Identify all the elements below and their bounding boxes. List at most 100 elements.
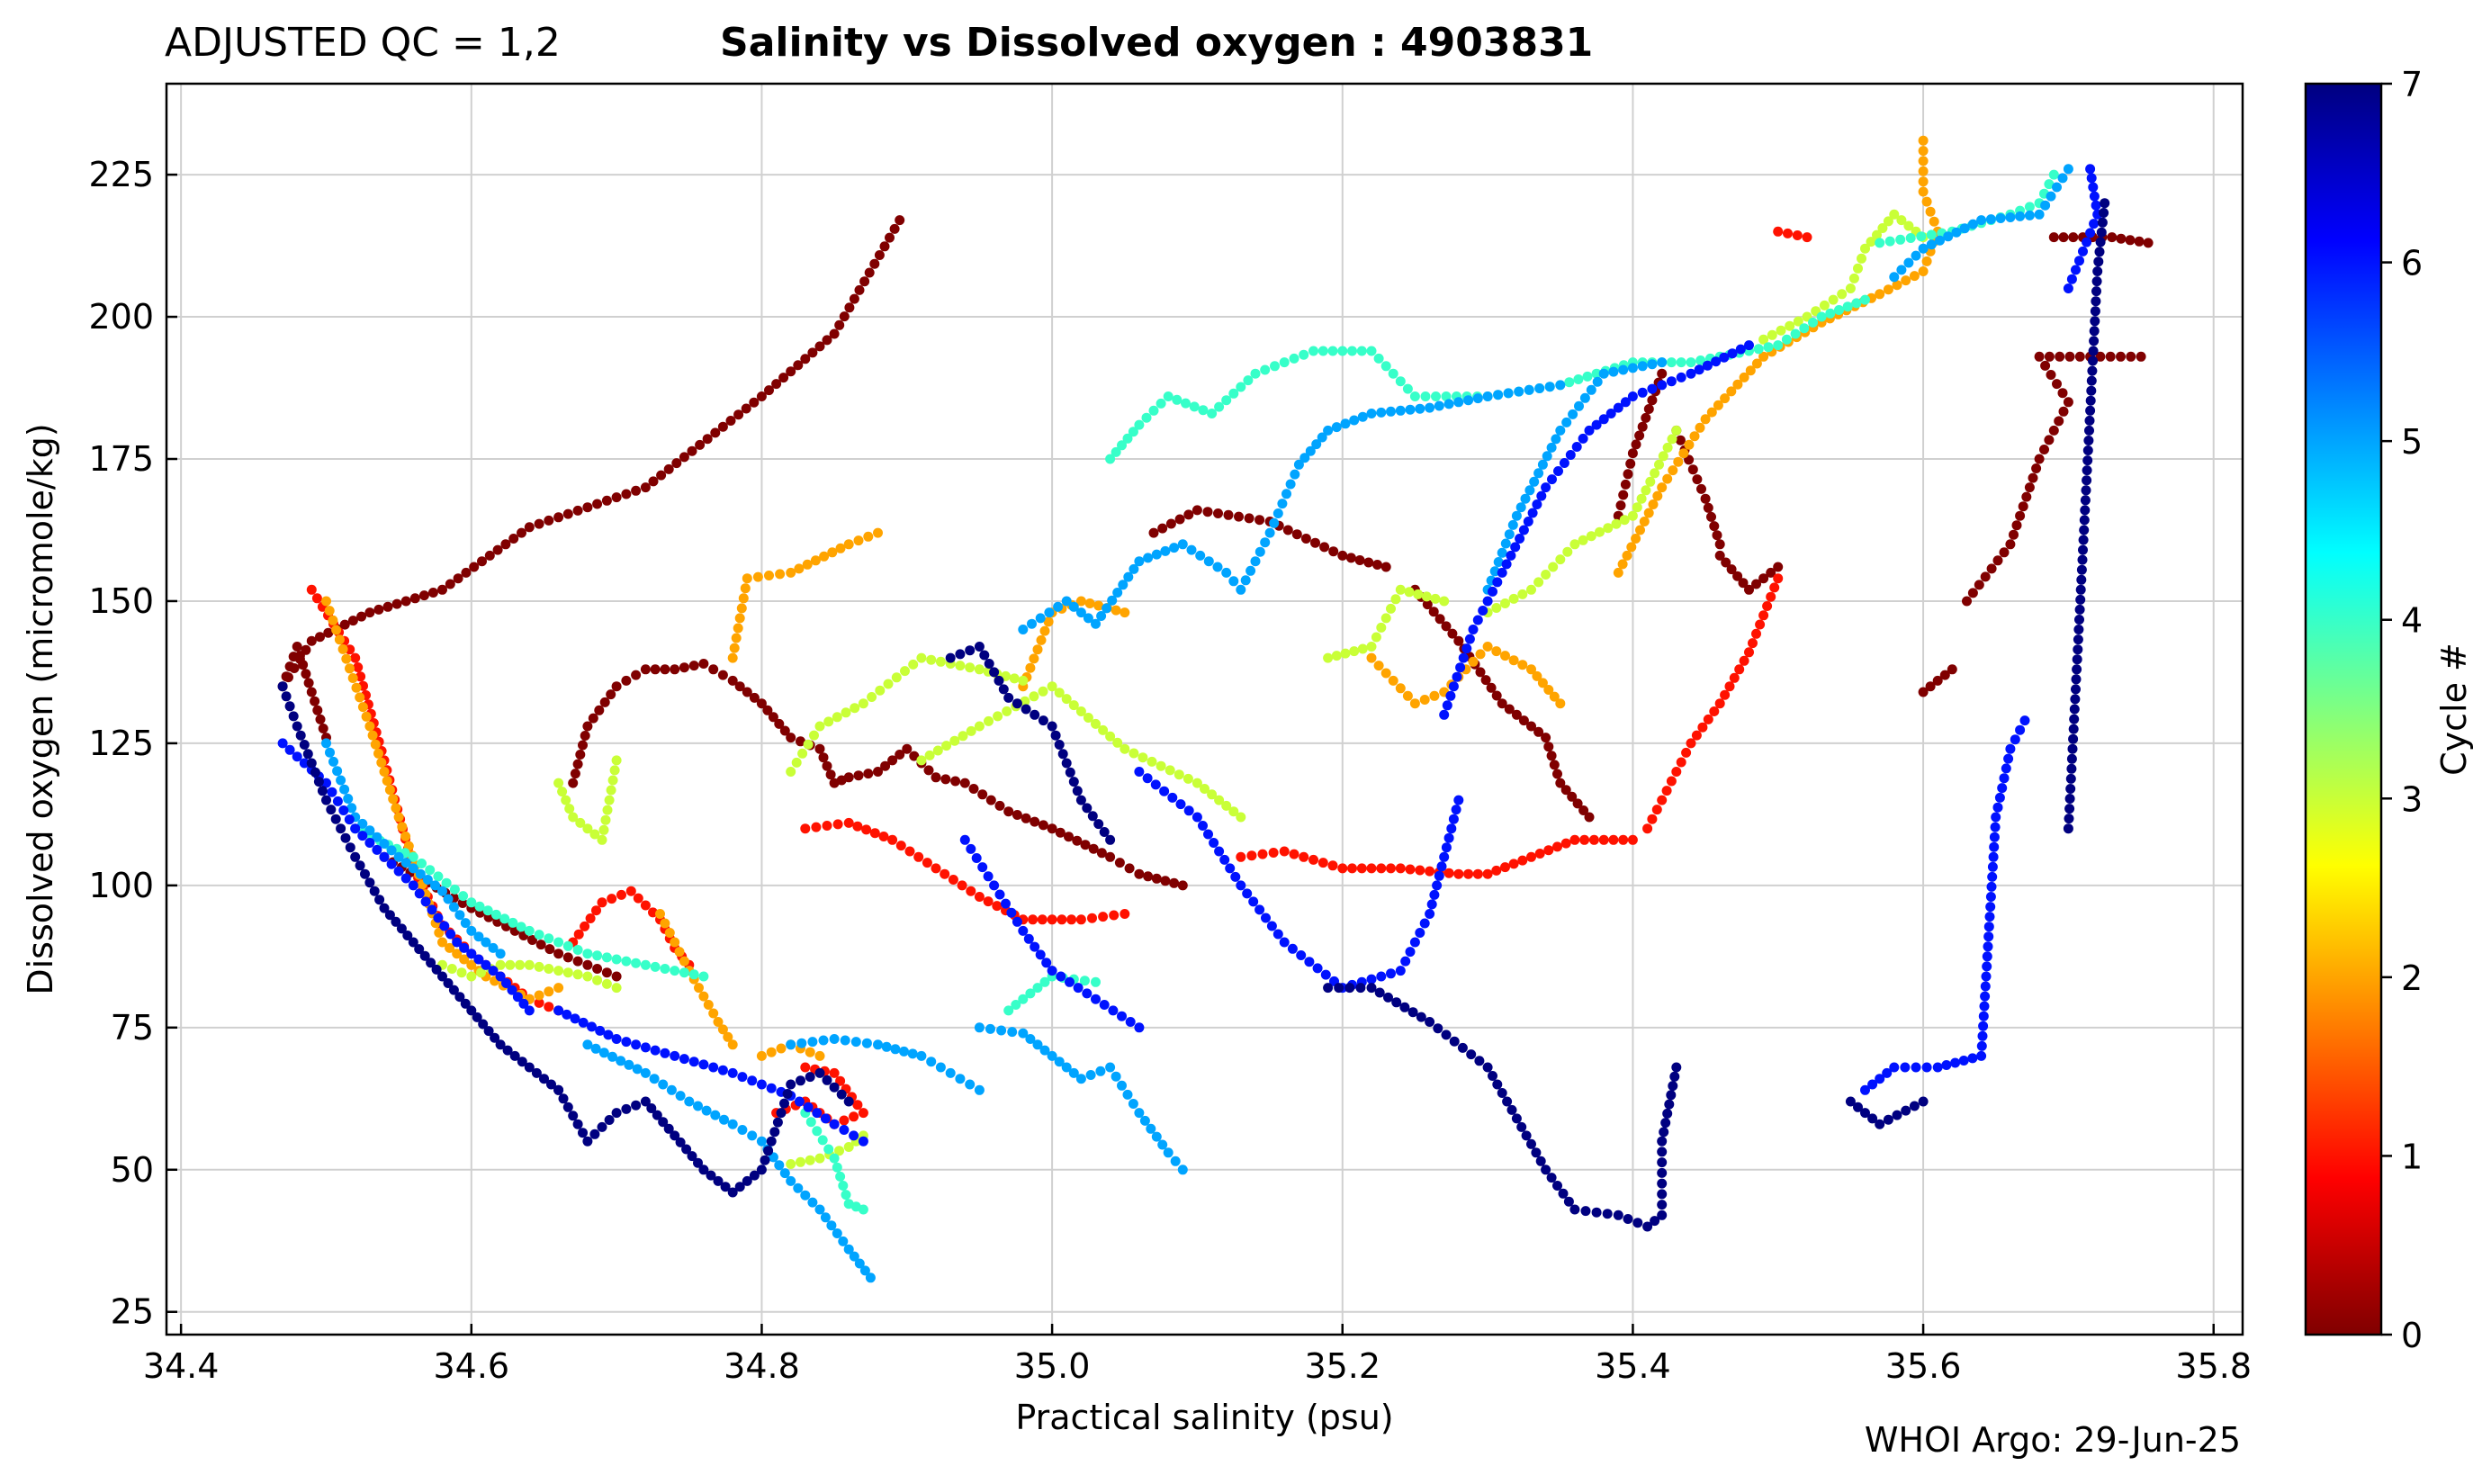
data-point — [1366, 652, 1377, 663]
data-point — [1200, 784, 1210, 794]
data-point — [317, 786, 328, 796]
data-point — [1366, 974, 1377, 985]
data-point — [379, 851, 390, 862]
data-point — [931, 863, 941, 874]
data-point — [1057, 749, 1068, 760]
data-point — [1686, 357, 1696, 368]
data-point — [858, 1136, 868, 1147]
data-point — [762, 705, 773, 715]
data-point — [2116, 233, 2127, 244]
data-point — [534, 930, 544, 940]
data-point — [1228, 576, 1239, 587]
data-point — [1453, 635, 1464, 646]
data-point — [1889, 209, 1900, 220]
data-point — [1134, 767, 1145, 777]
data-point — [966, 725, 976, 736]
data-point — [1875, 238, 1885, 248]
data-point — [1250, 556, 1261, 567]
data-point — [393, 851, 404, 862]
data-point — [1994, 792, 2005, 803]
data-point — [1181, 398, 1191, 409]
data-point — [611, 983, 622, 994]
data-point — [502, 1045, 513, 1056]
data-point — [656, 470, 667, 481]
data-point — [1463, 868, 1474, 879]
colorbar-tick-label: 5 — [2401, 422, 2423, 462]
data-point — [1762, 601, 1773, 611]
data-point — [1395, 683, 1406, 694]
y-tick-label: 25 — [111, 1292, 154, 1332]
data-point — [1641, 485, 1651, 496]
data-point — [2076, 574, 2087, 585]
data-point — [782, 1089, 793, 1099]
data-point — [796, 1038, 807, 1048]
data-point — [1506, 550, 1516, 561]
data-point — [1500, 538, 1511, 549]
data-point — [2066, 274, 2077, 284]
data-point — [1433, 1023, 1443, 1034]
data-point — [562, 940, 573, 951]
data-point — [985, 795, 996, 805]
data-point — [598, 824, 609, 835]
data-point — [733, 409, 744, 420]
data-point — [826, 1220, 837, 1231]
data-point — [1547, 474, 1557, 485]
data-point — [698, 991, 709, 1002]
data-point — [2080, 495, 2091, 506]
data-point — [1691, 730, 1702, 741]
data-point — [1657, 1210, 1668, 1220]
data-point — [1867, 1079, 1878, 1090]
data-point — [742, 1175, 752, 1186]
data-point — [1099, 827, 1110, 837]
data-point — [1474, 1056, 1485, 1066]
data-point — [2005, 539, 2016, 550]
data-point — [2024, 210, 2035, 220]
data-point — [327, 787, 337, 797]
data-point — [518, 998, 529, 1009]
data-point — [384, 785, 395, 796]
data-point — [592, 499, 603, 509]
data-point — [1773, 226, 1784, 237]
data-point — [1520, 493, 1531, 504]
data-point — [832, 712, 842, 723]
data-point — [1331, 651, 1342, 661]
data-point — [957, 880, 967, 891]
y-tick-label: 125 — [88, 724, 154, 763]
data-point — [810, 555, 821, 566]
data-point — [2063, 397, 2073, 408]
data-point — [310, 767, 320, 778]
data-point — [1357, 643, 1368, 654]
data-point — [727, 675, 738, 686]
data-point — [631, 670, 642, 680]
data-point — [974, 1084, 985, 1095]
data-point — [812, 1126, 823, 1137]
data-point — [899, 1046, 909, 1057]
data-point — [998, 684, 1009, 695]
data-point — [1689, 431, 1700, 442]
data-point — [1739, 372, 1749, 382]
data-point — [597, 897, 607, 908]
data-point — [1234, 511, 1244, 522]
data-point — [1441, 621, 1452, 632]
data-point — [863, 769, 874, 779]
data-point — [1260, 537, 1271, 548]
data-point — [422, 875, 433, 885]
data-point — [772, 1117, 783, 1128]
data-point — [2071, 265, 2081, 275]
data-point — [1472, 615, 1483, 625]
data-point — [534, 961, 544, 972]
data-point — [564, 804, 575, 814]
data-point — [1345, 553, 1356, 563]
data-point — [814, 1153, 825, 1164]
data-point — [2082, 475, 2092, 486]
data-point — [1625, 458, 1636, 469]
data-point — [1982, 961, 1992, 972]
data-point — [508, 917, 518, 928]
data-point — [448, 902, 459, 913]
data-point — [959, 834, 970, 845]
data-point — [742, 687, 752, 697]
data-point — [756, 1050, 767, 1061]
data-point — [1518, 525, 1529, 535]
data-point — [727, 1119, 738, 1129]
data-point — [725, 416, 736, 426]
